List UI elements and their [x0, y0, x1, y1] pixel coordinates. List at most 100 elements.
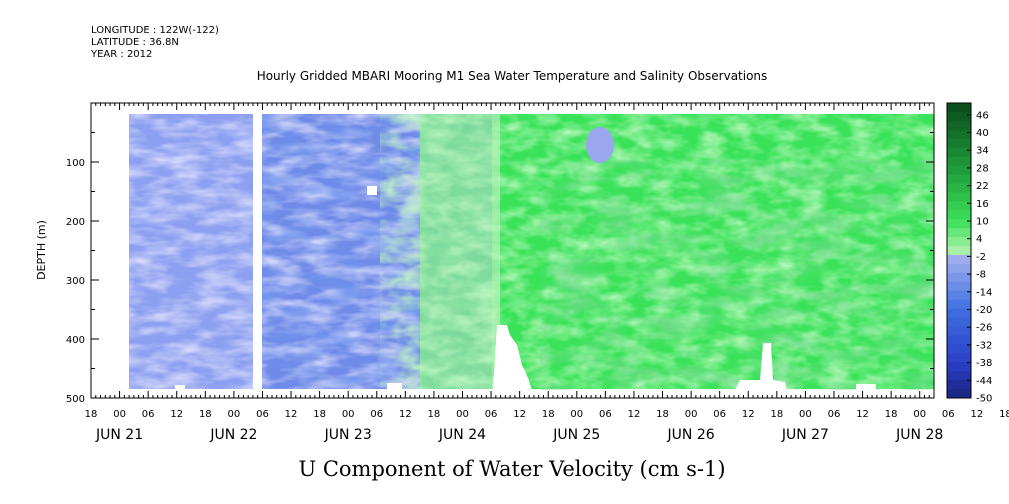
colorbar-label: -38: [976, 358, 992, 369]
colorbar-segment: [947, 147, 971, 158]
colorbar-label: 22: [976, 181, 989, 192]
x-tick-label: 18: [656, 409, 669, 420]
x-date-label: JUN 28: [895, 427, 943, 443]
colorbar-label: -26: [976, 323, 992, 334]
colorbar-label: 46: [976, 110, 989, 121]
x-date-label: JUN 23: [324, 427, 372, 443]
colorbar-label: -2: [976, 252, 986, 263]
colorbar-segment: [947, 165, 971, 176]
x-tick-label: 12: [513, 409, 526, 420]
x-tick-label: 06: [828, 409, 841, 420]
x-tick-label: 18: [199, 409, 212, 420]
colorbar-label: -44: [976, 376, 992, 387]
x-tick-label: 18: [85, 409, 98, 420]
x-tick-label: 06: [485, 409, 498, 420]
colorbar-segment: [947, 156, 971, 167]
x-tick-label: 12: [399, 409, 412, 420]
colorbar-segment: [947, 389, 971, 399]
colorbar-segment: [947, 344, 971, 354]
x-date-label: JUN 25: [552, 427, 600, 443]
y-tick-label: 200: [66, 217, 85, 228]
y-tick-label: 100: [66, 158, 85, 169]
chart-title: Hourly Gridded MBARI Mooring M1 Sea Wate…: [257, 69, 768, 83]
gap-vertical: [253, 114, 262, 390]
gap-bottom-2: [175, 385, 185, 390]
gap-bottom-june25: [493, 325, 532, 390]
x-axis-title: U Component of Water Velocity (cm s-1): [298, 457, 725, 481]
colorbar-segment: [947, 210, 971, 220]
colorbar-label: -8: [976, 270, 986, 281]
y-tick-label: 500: [66, 394, 85, 405]
colorbar-segment: [947, 281, 971, 292]
field-strong-positive-noise: [540, 160, 934, 390]
colorbar: 46 40 34 28 22 16 10 4 -2 -8 -14 -20 -26 -32 -38 -44 -50: [946, 102, 992, 405]
colorbar-segment: [947, 380, 971, 390]
colorbar-segment: [947, 103, 971, 113]
gap-bottom-1: [387, 383, 402, 390]
x-tick-label: 06: [142, 409, 155, 420]
x-tick-label: 12: [628, 409, 641, 420]
x-date-label: JUN 26: [667, 427, 715, 443]
colorbar-label: -50: [976, 394, 992, 405]
x-tick-label: 00: [799, 409, 812, 420]
colorbar-label: -32: [976, 340, 992, 351]
colorbar-frame: [946, 102, 972, 399]
colorbar-segment: [947, 299, 971, 310]
gap-bottom-3: [856, 384, 876, 390]
y-tick-label: 300: [66, 276, 85, 287]
x-tick-label: 12: [856, 409, 869, 420]
y-axis: 100 200 300 400 500: [66, 132, 934, 405]
colorbar-segment: [947, 138, 971, 149]
colorbar-segment: [947, 120, 971, 131]
x-tick-label: 12: [970, 409, 983, 420]
x-tick-label: 18: [542, 409, 555, 420]
latitude-label: LATITUDE : 36.8N: [91, 37, 179, 48]
field-blue-patch: [586, 127, 614, 163]
x-tick-label: 18: [885, 409, 898, 420]
x-tick-label: 00: [456, 409, 469, 420]
colorbar-segment: [947, 183, 971, 193]
colorbar-segment: [947, 371, 971, 381]
colorbar-segment: [947, 237, 971, 247]
colorbar-label: 4: [976, 234, 982, 245]
x-tick-label: 00: [685, 409, 698, 420]
colorbar-label: 28: [976, 163, 989, 174]
x-tick-label: 12: [170, 409, 183, 420]
colorbar-segment: [947, 290, 971, 301]
x-tick-label: 18: [999, 409, 1009, 420]
colorbar-segment: [947, 308, 971, 319]
longitude-label: LONGITUDE : 122W(-122): [91, 25, 219, 36]
x-tick-label: 06: [370, 409, 383, 420]
gap-bottom-june27: [735, 343, 787, 390]
colorbar-segment: [947, 111, 971, 122]
x-tick-label: 06: [942, 409, 955, 420]
heatmap-field: [129, 114, 934, 390]
x-date-label: JUN 22: [209, 427, 257, 443]
year-label: YEAR : 2012: [91, 49, 153, 60]
colorbar-segment: [947, 353, 971, 363]
colorbar-label: 10: [976, 217, 989, 228]
x-axis-ticks: [90, 103, 935, 398]
x-tick-label: 18: [428, 409, 441, 420]
colorbar-segment: [947, 326, 971, 336]
colorbar-segment: [947, 272, 971, 283]
x-tick-label: 18: [770, 409, 783, 420]
gap-small: [367, 186, 377, 195]
colorbar-segment: [947, 335, 971, 345]
x-tick-label: 06: [713, 409, 726, 420]
x-tick-label: 00: [342, 409, 355, 420]
colorbar-segment: [947, 317, 971, 327]
colorbar-segment: [947, 362, 971, 372]
x-tick-label: 18: [313, 409, 326, 420]
y-tick-label: 400: [66, 335, 85, 346]
x-tick-label: 00: [913, 409, 926, 420]
colorbar-segment: [947, 201, 971, 211]
colorbar-segment: [947, 263, 971, 274]
colorbar-segment: [947, 219, 971, 229]
colorbar-label: 16: [976, 199, 989, 210]
colorbar-segment: [947, 129, 971, 140]
x-tick-label: 06: [256, 409, 269, 420]
colorbar-label: 34: [976, 146, 989, 157]
colorbar-label: 40: [976, 128, 989, 139]
